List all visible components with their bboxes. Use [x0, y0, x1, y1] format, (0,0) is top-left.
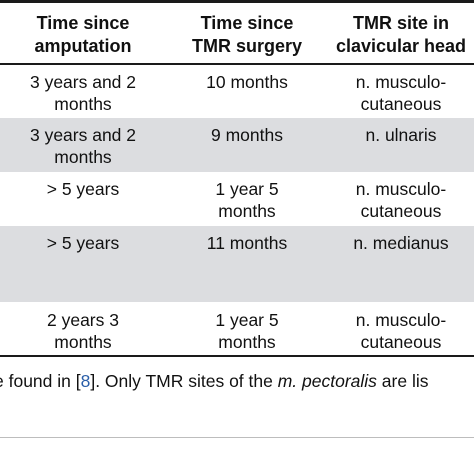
- cell-time-since-amputation: > 5 years: [0, 178, 166, 200]
- footnote-italic-term: m. pectoralis: [277, 371, 377, 391]
- header-time-since-tmr-surgery: Time since TMR surgery: [166, 12, 328, 58]
- table-row: > 5 years 11 months n. medianus: [0, 226, 474, 302]
- table-footnote: e found in [8]. Only TMR sites of the m.…: [0, 370, 428, 392]
- cell-time-since-amputation: > 5 years: [0, 232, 166, 254]
- table-row: > 5 years 1 year 5 months n. musculo- cu…: [0, 172, 474, 226]
- cell-line: cutaneous: [360, 94, 442, 114]
- cell-time-since-tmr: 10 months: [166, 71, 328, 93]
- header-line: amputation: [34, 36, 132, 56]
- footnote-text: are lis: [376, 371, 429, 391]
- cell-line: n. medianus: [353, 233, 449, 253]
- cell-tmr-site: n. musculo- cutaneous: [328, 309, 474, 353]
- table-bottom-rule: [0, 355, 474, 357]
- cell-line: 10 months: [206, 72, 288, 92]
- header-line: TMR site in: [352, 13, 449, 33]
- cell-line: n. ulnaris: [365, 125, 437, 145]
- cell-line: months: [218, 201, 276, 221]
- cell-line: 2 years 3: [47, 310, 119, 330]
- header-time-since-amputation: Time since amputation: [0, 12, 166, 58]
- cell-line: 3 years and 2: [29, 72, 137, 92]
- cell-line: > 5 years: [46, 233, 120, 253]
- header-line: clavicular head: [335, 36, 467, 56]
- reference-link[interactable]: 8: [80, 371, 91, 391]
- cell-tmr-site: n. medianus: [328, 232, 474, 254]
- table-header-row: Time since amputation Time since TMR sur…: [0, 3, 474, 63]
- cell-time-since-tmr: 1 year 5 months: [166, 309, 328, 353]
- table-row: 3 years and 2 months 10 months n. muscul…: [0, 65, 474, 118]
- cell-tmr-site: n. musculo- cutaneous: [328, 178, 474, 222]
- cell-line: n. musculo-: [355, 72, 447, 92]
- table-row: 3 years and 2 months 9 months n. ulnaris: [0, 118, 474, 172]
- cell-line: > 5 years: [46, 179, 120, 199]
- table-row: 2 years 3 months 1 year 5 months n. musc…: [0, 302, 474, 355]
- cell-line: months: [218, 332, 276, 352]
- cell-line: months: [54, 332, 112, 352]
- header-line: Time since: [36, 13, 130, 33]
- cell-time-since-tmr: 9 months: [166, 124, 328, 146]
- cell-line: months: [54, 147, 112, 167]
- header-line: TMR surgery: [191, 36, 303, 56]
- footnote-rule: [0, 437, 474, 438]
- cell-line: n. musculo-: [355, 310, 447, 330]
- cell-line: 9 months: [211, 125, 283, 145]
- cell-line: 11 months: [206, 233, 288, 253]
- footnote-text: e found in [: [0, 371, 81, 391]
- header-line: Time since: [200, 13, 294, 33]
- cell-time-since-amputation: 3 years and 2 months: [0, 71, 166, 115]
- table-top-rule: [0, 0, 474, 3]
- cell-line: months: [54, 94, 112, 114]
- cell-line: cutaneous: [360, 201, 442, 221]
- cell-time-since-tmr: 11 months: [166, 232, 328, 254]
- cell-tmr-site: n. musculo- cutaneous: [328, 71, 474, 115]
- cell-time-since-amputation: 2 years 3 months: [0, 309, 166, 353]
- cell-line: 1 year 5: [215, 310, 279, 330]
- cell-time-since-amputation: 3 years and 2 months: [0, 124, 166, 168]
- cell-line: n. musculo-: [355, 179, 447, 199]
- cell-line: 3 years and 2: [29, 125, 137, 145]
- cell-line: cutaneous: [360, 332, 442, 352]
- cell-line: 1 year 5: [215, 179, 279, 199]
- footnote-text: ]. Only TMR sites of the: [90, 371, 278, 391]
- cell-tmr-site: n. ulnaris: [328, 124, 474, 146]
- cell-time-since-tmr: 1 year 5 months: [166, 178, 328, 222]
- header-rule: [0, 63, 474, 65]
- header-tmr-site: TMR site in clavicular head: [328, 12, 474, 58]
